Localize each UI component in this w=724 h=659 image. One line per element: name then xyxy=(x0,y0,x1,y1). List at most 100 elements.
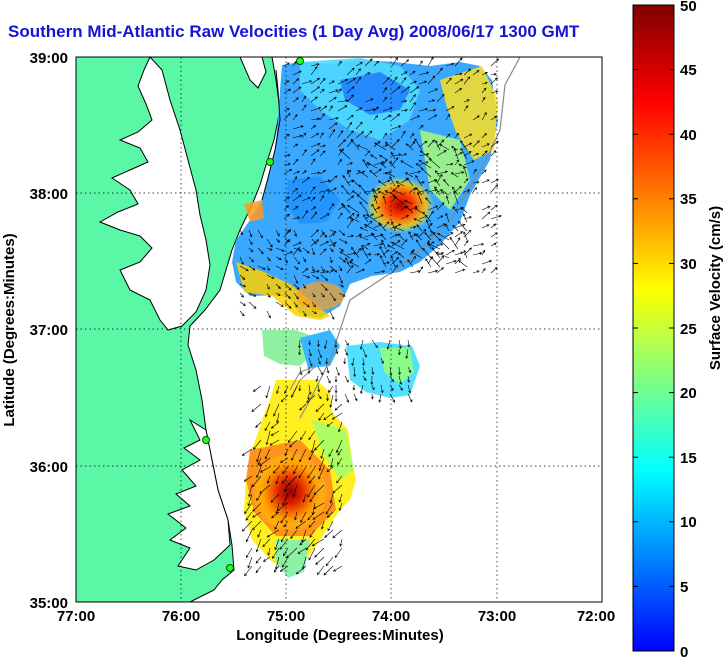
velocity-arrow xyxy=(307,466,316,479)
velocity-arrow xyxy=(445,106,455,112)
velocity-arrow xyxy=(409,141,416,148)
velocity-arrow xyxy=(409,86,420,94)
x-tick-label: 74:00 xyxy=(372,608,410,625)
velocity-arrow xyxy=(457,220,468,232)
velocity-arrow xyxy=(295,520,307,529)
velocity-arrow xyxy=(445,250,455,256)
radar-site-marker xyxy=(226,564,234,572)
velocity-vectors xyxy=(239,57,502,577)
velocity-arrow xyxy=(490,267,498,274)
velocity-arrow xyxy=(350,138,360,151)
velocity-arrow xyxy=(418,107,429,112)
velocity-arrow xyxy=(311,301,316,308)
radar-site-marker xyxy=(202,436,210,444)
velocity-arrow xyxy=(391,139,400,148)
velocity-arrow xyxy=(353,393,358,402)
velocity-arrow xyxy=(373,60,380,67)
velocity-arrow xyxy=(272,466,280,474)
velocity-arrow xyxy=(400,108,408,112)
velocity-arrow xyxy=(391,242,405,250)
velocity-arrow xyxy=(256,448,262,463)
velocity-arrow xyxy=(408,231,414,241)
velocity-arrow xyxy=(445,77,452,85)
velocity-arrow xyxy=(436,243,444,247)
velocity-arrow xyxy=(320,520,325,530)
velocity-arrow xyxy=(337,448,343,456)
velocity-arrow xyxy=(481,112,487,121)
velocity-arrow xyxy=(310,117,321,121)
velocity-arrow xyxy=(382,77,390,85)
velocity-arrow xyxy=(374,142,387,151)
velocity-arrow xyxy=(279,538,289,550)
velocity-arrow xyxy=(351,246,360,259)
velocity-arrow xyxy=(335,348,339,355)
velocity-arrow xyxy=(382,87,388,94)
velocity-arrow xyxy=(245,529,253,543)
velocity-arrow xyxy=(334,547,343,559)
velocity-arrow xyxy=(415,175,423,187)
velocity-arrow xyxy=(245,547,253,559)
velocity-arrow xyxy=(327,520,334,532)
velocity-arrow xyxy=(283,153,291,157)
velocity-arrow xyxy=(310,196,316,202)
velocity-arrow xyxy=(299,448,307,463)
velocity-arrow xyxy=(356,144,369,151)
velocity-arrow xyxy=(382,158,388,166)
velocity-arrow xyxy=(361,247,369,259)
velocity-arrow xyxy=(338,238,348,244)
velocity-arrow xyxy=(298,348,302,356)
velocity-arrow xyxy=(342,174,351,187)
colorbar-tick-label: 25 xyxy=(680,321,697,338)
velocity-arrow xyxy=(481,260,493,265)
velocity-arrow xyxy=(320,448,325,459)
y-axis: 39:00 38:00 37:00 36:00 35:00 Latitude (… xyxy=(1,50,68,612)
velocity-arrow xyxy=(337,148,344,157)
velocity-arrow xyxy=(391,264,398,274)
velocity-arrow xyxy=(364,72,371,76)
velocity-arrow xyxy=(422,247,432,259)
velocity-arrow xyxy=(454,152,463,157)
velocity-arrow xyxy=(380,162,387,169)
chesapeake-bay xyxy=(98,57,211,331)
velocity-arrow xyxy=(266,274,275,279)
map-title: Southern Mid-Atlantic Raw Velocities (1 … xyxy=(8,22,580,41)
velocity-arrow xyxy=(276,412,280,424)
velocity-arrow xyxy=(308,348,312,357)
velocity-arrow xyxy=(275,229,280,237)
velocity-arrow xyxy=(264,421,271,432)
velocity-arrow xyxy=(310,66,318,76)
velocity-arrow xyxy=(454,132,459,139)
x-tick-label: 73:00 xyxy=(478,608,516,625)
velocity-arrow xyxy=(490,150,497,157)
velocity-arrow xyxy=(318,412,325,421)
velocity-arrow xyxy=(247,556,253,569)
velocity-arrow xyxy=(328,203,335,211)
velocity-arrow xyxy=(397,348,401,356)
velocity-arrow xyxy=(344,339,349,346)
velocity-arrow xyxy=(450,172,459,178)
velocity-arrow xyxy=(373,253,381,256)
velocity-arrow xyxy=(283,213,290,220)
velocity-arrow xyxy=(294,511,298,521)
velocity-arrow xyxy=(338,502,343,511)
velocity-arrow xyxy=(436,267,444,274)
colorbar-tick-label: 35 xyxy=(680,191,697,208)
velocity-arrow xyxy=(271,511,280,519)
velocity-arrow xyxy=(363,224,378,232)
velocity-arrow xyxy=(344,375,349,383)
velocity-arrow xyxy=(381,239,387,250)
velocity-arrow xyxy=(359,201,369,214)
velocity-arrow xyxy=(445,223,450,232)
velocity-arrow xyxy=(319,77,326,85)
velocity-arrow xyxy=(346,169,352,175)
velocity-arrow xyxy=(310,206,317,211)
velocity-arrow xyxy=(312,511,325,520)
velocity-arrow xyxy=(252,520,262,531)
velocity-arrow xyxy=(319,144,326,148)
colorbar-tick-label: 15 xyxy=(680,450,697,467)
velocity-arrow xyxy=(247,493,253,507)
velocity-arrow xyxy=(460,147,468,160)
y-tick-label: 38:00 xyxy=(30,186,68,203)
velocity-arrow xyxy=(325,393,329,402)
